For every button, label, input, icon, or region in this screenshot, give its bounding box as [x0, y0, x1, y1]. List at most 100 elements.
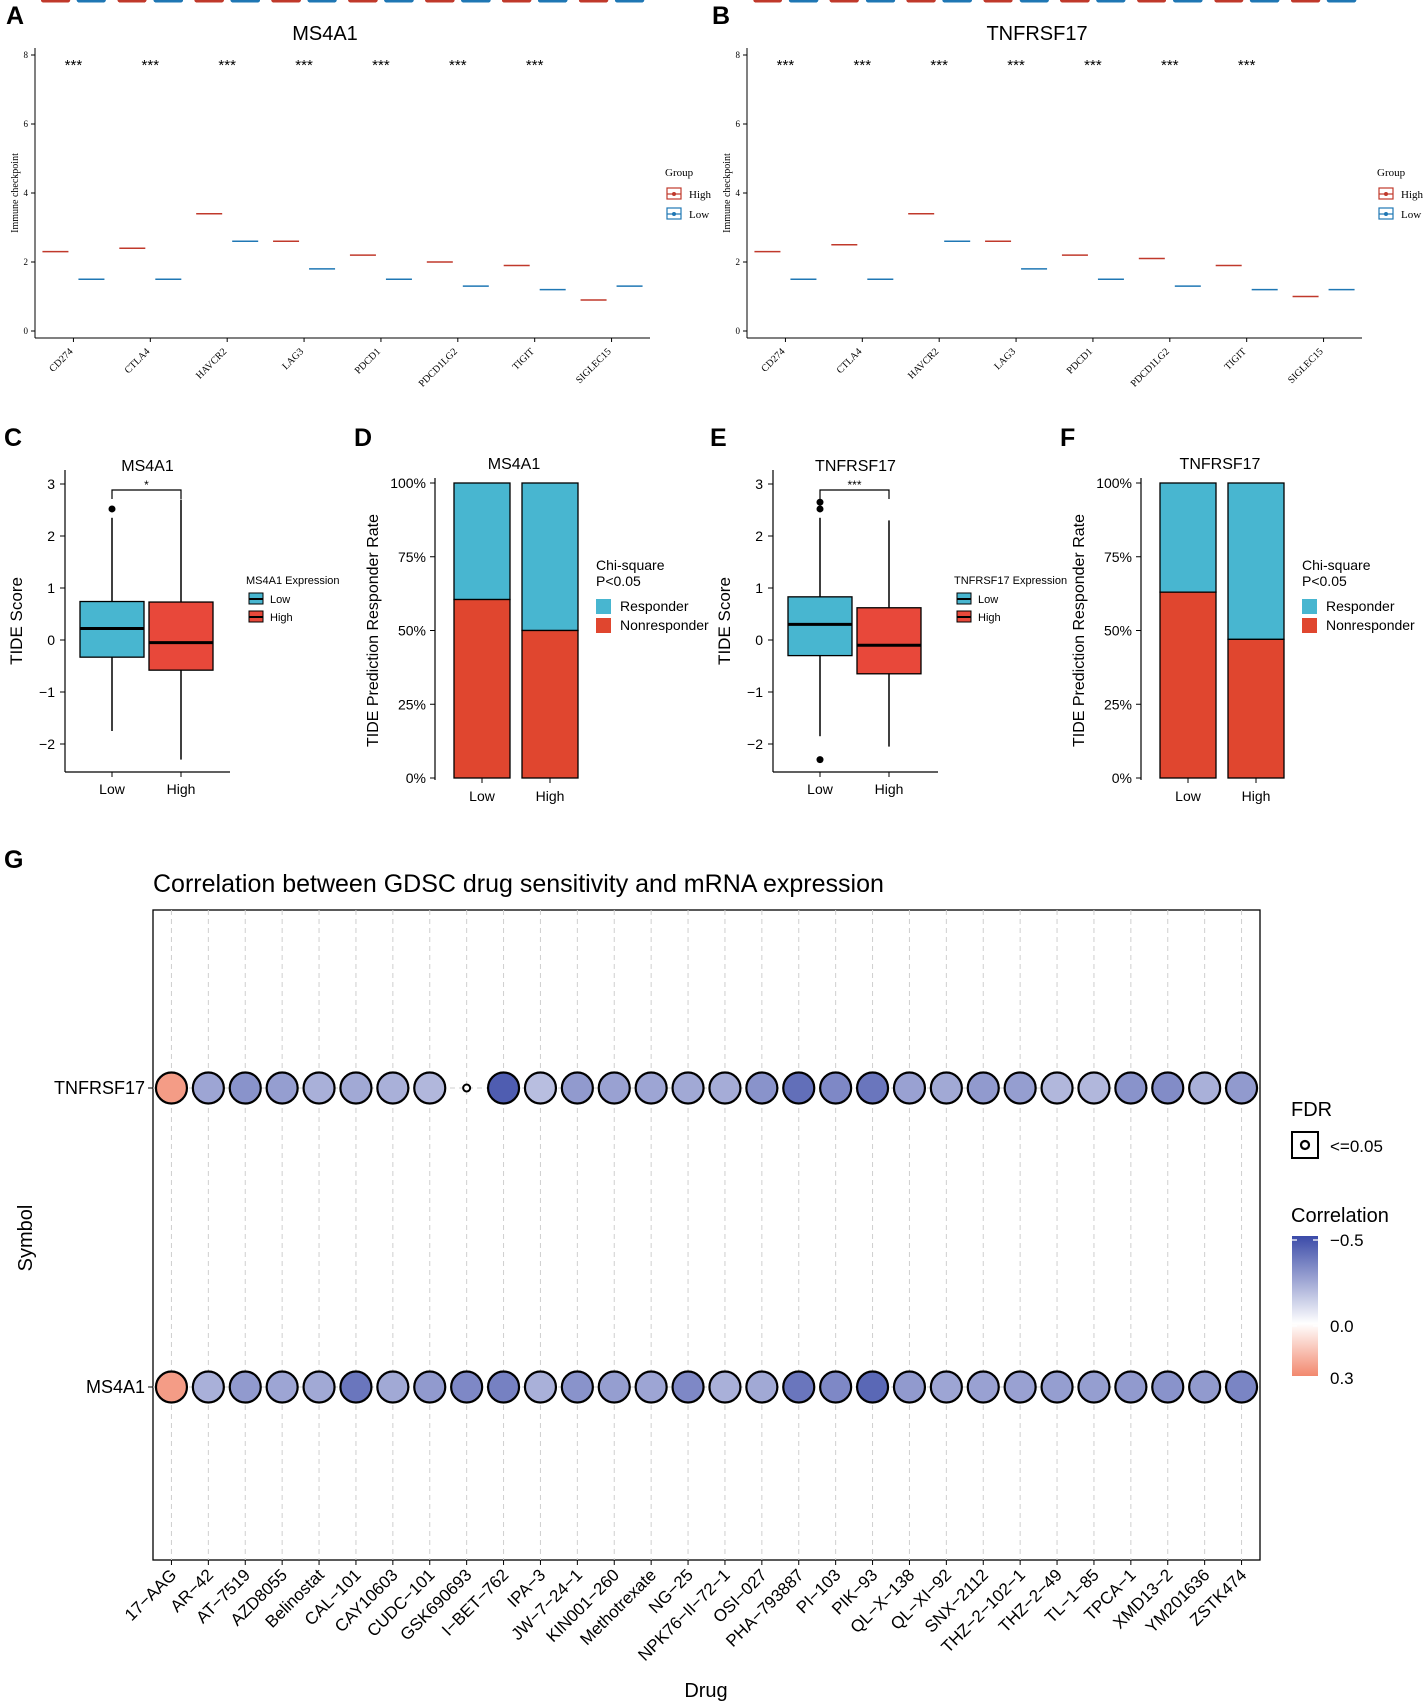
y-tick-label: 0% [406, 770, 426, 786]
bubble-point [156, 1372, 187, 1403]
y-tick-label: 2 [755, 528, 763, 544]
bubble-point [525, 1073, 556, 1104]
x-tick-label: CTLA4 [123, 346, 153, 376]
legend-item-label: Low [689, 209, 709, 221]
bar-responder [1160, 483, 1216, 592]
legend-key-point [672, 212, 676, 216]
panel-title: TNFRSF17 [986, 23, 1087, 45]
box-outlier [109, 505, 116, 512]
bubble-point [562, 1073, 593, 1104]
legend-item-label: Low [270, 594, 290, 606]
bubble-point [820, 1372, 851, 1403]
y-tick-label: 3 [47, 476, 55, 492]
significance-label: *** [372, 57, 390, 74]
legend-subtitle: P<0.05 [596, 573, 641, 589]
bubble-point [894, 1073, 925, 1104]
bubble-point [1226, 1073, 1257, 1104]
bubble-point [156, 1073, 187, 1104]
y-tick-label: TNFRSF17 [54, 1078, 145, 1098]
bubble-point [267, 1372, 298, 1403]
significance-label: *** [777, 57, 795, 74]
bubble-point [636, 1073, 667, 1104]
y-tick-label: 6 [736, 119, 741, 129]
panel-title: TNFRSF17 [1180, 456, 1261, 473]
x-tick-label: TIGIT [511, 346, 537, 372]
y-tick-label: −1 [747, 684, 763, 700]
panel-g-drug-sensitivity-bubble: Correlation between GDSC drug sensitivit… [15, 870, 1389, 1702]
significance-label: *** [854, 57, 872, 74]
y-tick-label: 0 [47, 632, 55, 648]
bar-nonresponder [522, 631, 578, 779]
y-tick-label: 50% [398, 623, 426, 639]
y-tick-label: 25% [398, 696, 426, 712]
significance-label: *** [295, 57, 313, 74]
bubble-point [783, 1073, 814, 1104]
panel-title: MS4A1 [488, 456, 541, 473]
x-tick-label: PDCD1LG2 [1129, 346, 1172, 389]
y-tick-label: 100% [1096, 475, 1132, 491]
y-tick-label: 1 [47, 580, 55, 596]
legend-item-label: High [978, 612, 1001, 624]
legend-title: TNFRSF17 Expression [954, 575, 1067, 587]
panel-letter-c: C [4, 424, 22, 452]
bar-nonresponder [454, 600, 510, 778]
bubble-point [304, 1073, 335, 1104]
panel-title: MS4A1 [292, 23, 358, 45]
significance-label: *** [449, 57, 467, 74]
legend-item-label: Nonresponder [620, 617, 709, 633]
y-tick-label: 2 [736, 257, 741, 267]
bubble-point [451, 1372, 482, 1403]
bar-responder [1228, 483, 1284, 639]
x-tick-label: CTLA4 [835, 346, 865, 376]
significance-label: *** [526, 57, 544, 74]
y-tick-label: 75% [398, 549, 426, 565]
y-tick-label: −2 [747, 736, 763, 752]
bubble-point [857, 1073, 888, 1104]
box-iqr [788, 597, 852, 656]
x-tick-label: High [1242, 788, 1271, 804]
bubble-point [709, 1073, 740, 1104]
panel-letter-e: E [710, 424, 727, 452]
x-tick-label: PDCD1 [353, 346, 383, 376]
box-iqr [149, 602, 213, 670]
x-tick-label: PDCD1 [1065, 346, 1095, 376]
bubble-point [673, 1372, 704, 1403]
y-axis-label: TIDE Prediction Responder Rate [365, 514, 382, 747]
legend-title: Chi-square [1302, 557, 1371, 573]
panel-letter-f: F [1060, 424, 1075, 452]
legend-subtitle: P<0.05 [1302, 573, 1347, 589]
y-tick-label: −2 [39, 736, 55, 752]
legend-title: Group [1377, 167, 1406, 179]
bubble-point [230, 1073, 261, 1104]
x-tick-label: LAG3 [280, 346, 306, 372]
legend-item-label: High [1401, 189, 1424, 201]
y-tick-label: −1 [39, 684, 55, 700]
x-tick-label: PDCD1LG2 [417, 346, 460, 389]
bubble-point [488, 1372, 519, 1403]
bubble-point [1078, 1073, 1109, 1104]
bubble-point [193, 1372, 224, 1403]
y-tick-label: 8 [24, 50, 29, 60]
panel-letter-a: A [6, 2, 24, 30]
y-axis-label: TIDE Prediction Responder Rate [1071, 514, 1088, 747]
y-tick-label: 25% [1104, 696, 1132, 712]
significance-label: *** [1007, 57, 1025, 74]
y-tick-label: 0% [1112, 770, 1132, 786]
bar-nonresponder [1228, 639, 1284, 778]
x-tick-label: High [536, 788, 565, 804]
bubble-point [1152, 1073, 1183, 1104]
box-outlier [817, 505, 824, 512]
legend-key [596, 618, 611, 633]
x-tick-label: TIGIT [1223, 346, 1249, 372]
panel-title: TNFRSF17 [815, 458, 896, 475]
bar-responder [522, 483, 578, 631]
panel-letter-g: G [4, 846, 23, 874]
legend-item-label: Low [1401, 209, 1421, 221]
